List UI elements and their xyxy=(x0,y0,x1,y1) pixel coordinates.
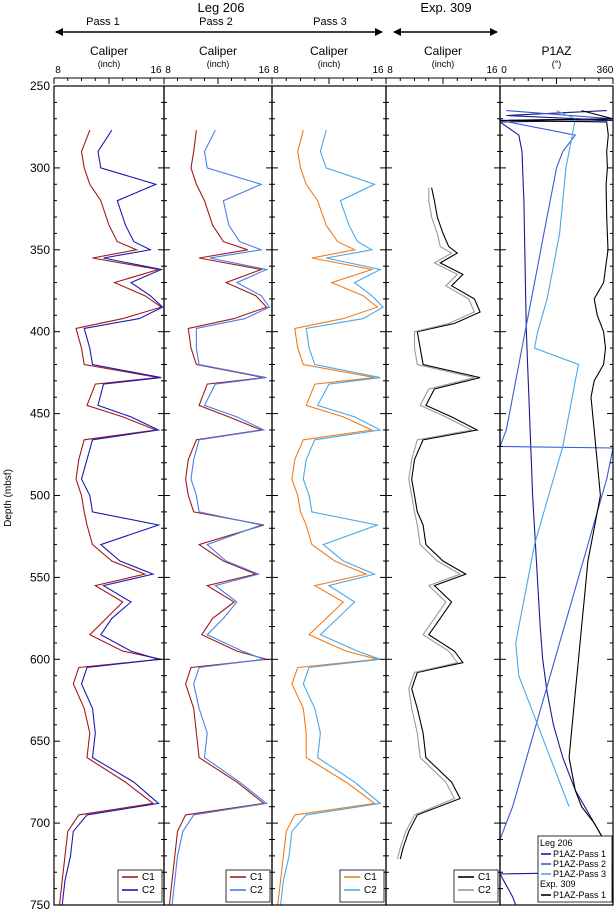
y-tick-label: 550 xyxy=(30,570,50,584)
x-tick-label: 16 xyxy=(258,65,270,76)
legend-label: C2 xyxy=(250,885,263,896)
panel-title: Caliper xyxy=(199,44,237,58)
panel-frame xyxy=(385,85,501,906)
legend-box xyxy=(537,835,613,903)
y-tick-label: 700 xyxy=(30,816,50,830)
y-tick-label: 750 xyxy=(30,898,50,909)
panel-title: P1AZ xyxy=(541,44,571,58)
y-tick-label: 450 xyxy=(30,407,50,421)
legend-title: Leg 206 xyxy=(540,838,573,848)
legend-label: P1AZ-Pass 1 xyxy=(553,890,606,900)
exp-label: Exp. 309 xyxy=(420,0,471,15)
panel-frame xyxy=(271,85,387,906)
series-line xyxy=(396,187,476,860)
legend-label: P1AZ-Pass 2 xyxy=(553,859,606,869)
y-tick-label: 500 xyxy=(30,489,50,503)
legend-box xyxy=(453,869,499,903)
pass-3-label: Pass 3 xyxy=(313,16,347,28)
panel-title: Caliper xyxy=(310,44,348,58)
pass-2-label: Pass 2 xyxy=(199,16,233,28)
legend-title: Exp. 309 xyxy=(540,879,576,889)
panel-unit: (inch) xyxy=(207,59,230,69)
series-line xyxy=(399,187,481,860)
pass-1-label: Pass 1 xyxy=(86,16,120,28)
series-line xyxy=(61,129,164,905)
x-tick-label: 8 xyxy=(273,65,279,76)
legend-label: P1AZ-Pass 1 xyxy=(553,849,606,859)
y-tick-label: 400 xyxy=(30,325,50,339)
x-tick-label: 8 xyxy=(55,65,61,76)
y-axis-label: Depth (mbsf) xyxy=(3,469,14,527)
panel-title: Caliper xyxy=(424,44,462,58)
x-tick-label: 16 xyxy=(150,65,162,76)
x-tick-label: 16 xyxy=(372,65,384,76)
x-tick-label: 16 xyxy=(486,65,498,76)
series-line xyxy=(280,130,384,905)
series-line xyxy=(500,110,613,905)
y-tick-label: 600 xyxy=(30,652,50,666)
panel-frame xyxy=(53,85,165,906)
legend-label: C1 xyxy=(364,872,377,883)
panel-unit: (inch) xyxy=(432,59,455,69)
y-tick-label: 300 xyxy=(30,161,50,175)
x-tick-label: 8 xyxy=(165,65,171,76)
legend-label: C1 xyxy=(478,872,491,883)
x-tick-label: 0 xyxy=(501,65,507,76)
legend-label: P1AZ-Pass 3 xyxy=(553,869,606,879)
legend-label: C2 xyxy=(364,885,377,896)
y-tick-label: 250 xyxy=(30,79,50,93)
series-line xyxy=(58,130,163,905)
legend-label: C1 xyxy=(250,872,263,883)
legend-box xyxy=(225,869,271,903)
panel-unit: (°) xyxy=(552,59,562,69)
legend-label: C2 xyxy=(478,885,491,896)
panel-title: Caliper xyxy=(90,44,128,58)
panel-unit: (inch) xyxy=(318,59,341,69)
legend-box xyxy=(339,869,385,903)
legend-label: C1 xyxy=(142,872,155,883)
series-line xyxy=(168,130,268,905)
panel-unit: (inch) xyxy=(98,59,121,69)
legend-label: C2 xyxy=(142,885,155,896)
panel-frame xyxy=(163,85,273,906)
legend-box xyxy=(117,869,163,903)
leg-label: Leg 206 xyxy=(198,0,245,15)
y-tick-label: 650 xyxy=(30,734,50,748)
y-tick-labels: 250 300 350 400 450 500 550 600 650 700 750 xyxy=(30,79,50,909)
series-line xyxy=(500,110,613,905)
x-tick-label: 360 xyxy=(597,65,614,76)
y-tick-label: 350 xyxy=(30,243,50,257)
series-line xyxy=(515,110,580,807)
series-line xyxy=(277,130,379,905)
panel-frame xyxy=(499,85,614,906)
x-tick-label: 8 xyxy=(387,65,393,76)
series-line xyxy=(500,110,613,840)
series-line xyxy=(171,129,271,905)
